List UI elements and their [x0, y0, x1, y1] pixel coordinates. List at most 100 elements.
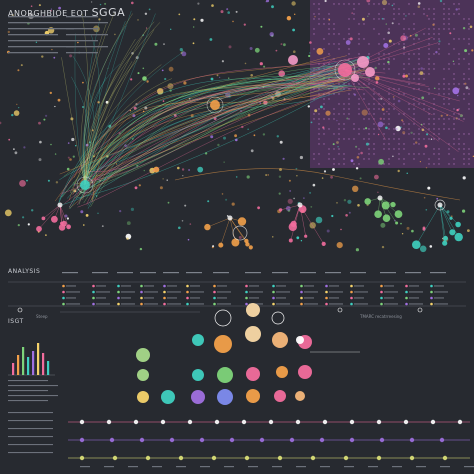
header-title-left: ANORGHBIOE EOT	[8, 9, 89, 18]
panel-dot	[358, 33, 360, 35]
panel-dot	[368, 128, 370, 130]
panel-dot	[443, 123, 445, 125]
panel-dot	[388, 98, 390, 100]
particle-dot	[235, 10, 238, 13]
particle-dot	[442, 237, 444, 239]
timeline-tick-label	[152, 466, 162, 468]
panel-dot	[313, 13, 315, 15]
panel-dot	[388, 3, 390, 5]
panel-dot	[428, 158, 430, 160]
panel-dot	[373, 148, 375, 150]
panel-dot	[323, 143, 325, 145]
panel-dot	[428, 113, 430, 115]
panel-dot	[373, 123, 375, 125]
legend-text-line	[384, 303, 398, 305]
radiating-curve	[83, 77, 107, 186]
panel-dot	[333, 148, 335, 150]
particle-dot	[289, 190, 291, 192]
particle-dot	[381, 0, 388, 6]
cluster-root	[227, 215, 233, 221]
bubble	[217, 389, 233, 405]
legend-text-line	[354, 291, 368, 293]
particle-dot	[58, 6, 61, 10]
legend-text-line	[217, 303, 231, 305]
particle-dot	[223, 136, 226, 140]
particle-dot	[378, 158, 384, 165]
panel-dot	[393, 3, 395, 5]
particle-dot	[217, 143, 220, 147]
legend-swatch	[325, 290, 328, 294]
panel-dot	[438, 83, 440, 85]
panel-dot	[443, 118, 445, 120]
panel-dot	[413, 53, 415, 55]
legend-text-line	[167, 303, 181, 305]
panel-dot	[323, 108, 325, 110]
particle-dot	[161, 69, 164, 72]
panel-dot	[468, 148, 470, 150]
panel-dot	[403, 93, 405, 95]
panel-dot	[453, 113, 455, 115]
timeline-side-text	[8, 412, 53, 414]
cluster-edge	[439, 204, 446, 239]
bubble	[191, 390, 205, 404]
panel-dot	[393, 128, 395, 130]
legend-text-line	[66, 297, 76, 299]
timeline-marker	[229, 437, 235, 443]
particle-dot	[197, 166, 204, 173]
mini-bar	[22, 347, 25, 375]
particle-dot	[325, 110, 331, 116]
panel-dot	[463, 78, 465, 80]
panel-dot	[398, 13, 400, 15]
legend-swatch	[62, 296, 65, 300]
timeline-marker	[376, 455, 382, 461]
timeline-tick-label	[320, 466, 330, 468]
panel-dot	[343, 123, 345, 125]
particle-dot	[163, 43, 165, 45]
particle-dot	[226, 8, 229, 11]
legend-swatch	[117, 284, 120, 288]
particle-dot	[359, 177, 362, 180]
panel-dot	[448, 18, 450, 20]
legend-swatch	[405, 296, 408, 300]
particle-dot	[146, 80, 149, 83]
legend-swatch	[92, 296, 95, 300]
particle-dot	[436, 197, 439, 200]
panel-dot	[423, 13, 425, 15]
bubble	[246, 367, 260, 381]
panel-dot	[423, 33, 425, 35]
panel-dot	[318, 133, 320, 135]
cluster-node	[237, 217, 247, 226]
panel-dot	[318, 23, 320, 25]
panel-dot	[448, 53, 450, 55]
particle-dot	[145, 27, 148, 29]
legend-text-line	[144, 303, 158, 305]
panel-dot	[438, 43, 440, 45]
particle-dot	[356, 156, 360, 159]
panel-dot	[403, 143, 405, 145]
bubble	[295, 391, 305, 401]
panel-dot	[328, 28, 330, 30]
bubble-grid-layer	[17, 303, 423, 405]
panel-dot	[333, 108, 335, 110]
particle-dot	[355, 145, 358, 148]
particle-dot	[282, 157, 285, 160]
panel-dot	[463, 18, 465, 20]
particle-dot	[45, 234, 47, 237]
particle-dot	[144, 12, 148, 15]
particle-dot	[361, 17, 365, 21]
particle-dot	[464, 82, 467, 85]
particle-dot	[365, 127, 368, 130]
legend-header-text	[272, 272, 288, 274]
panel-dot	[463, 93, 465, 95]
radiating-curve	[84, 59, 138, 186]
particle-dot	[67, 156, 70, 159]
panel-dot	[433, 18, 435, 20]
particle-dot	[187, 238, 190, 241]
particle-dot	[228, 45, 232, 49]
legend-swatch	[325, 296, 328, 300]
panel-dot	[443, 83, 445, 85]
panel-dot	[388, 143, 390, 145]
legend-text-line	[96, 297, 106, 299]
panel-dot	[393, 108, 395, 110]
info-text-line	[8, 34, 58, 36]
